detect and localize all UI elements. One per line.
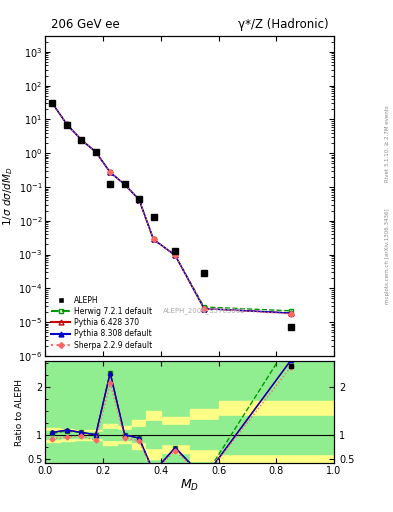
Y-axis label: $1/\sigma\ d\sigma/dM_D$: $1/\sigma\ d\sigma/dM_D$ — [2, 166, 15, 226]
Bar — [118, 430, 132, 439]
Bar — [45, 428, 60, 442]
Text: ALEPH_2004_S5765862: ALEPH_2004_S5765862 — [163, 308, 245, 314]
Bar — [74, 430, 88, 440]
Bar — [103, 429, 118, 440]
Bar — [88, 430, 103, 439]
Bar — [60, 429, 74, 441]
Bar — [88, 432, 103, 438]
Text: 206 GeV ee: 206 GeV ee — [51, 18, 120, 31]
Bar — [190, 409, 219, 461]
Text: γ*/Z (Hadronic): γ*/Z (Hadronic) — [238, 18, 328, 31]
Bar — [103, 424, 118, 445]
Bar — [146, 421, 161, 448]
Bar — [219, 416, 334, 454]
Bar — [161, 417, 190, 453]
Bar — [146, 411, 161, 459]
Bar — [132, 427, 146, 442]
Bar — [74, 432, 88, 438]
X-axis label: $M_D$: $M_D$ — [180, 478, 199, 493]
Bar — [60, 432, 74, 438]
Bar — [190, 420, 219, 449]
Bar — [118, 426, 132, 443]
Y-axis label: Ratio to ALEPH: Ratio to ALEPH — [15, 379, 24, 445]
Bar — [45, 431, 60, 439]
Bar — [132, 420, 146, 449]
Legend: ALEPH, Herwig 7.2.1 default, Pythia 6.428 370, Pythia 8.308 default, Sherpa 2.2.: ALEPH, Herwig 7.2.1 default, Pythia 6.42… — [48, 292, 156, 353]
Bar — [219, 401, 334, 463]
Text: Rivet 3.1.10, ≥ 2.7M events: Rivet 3.1.10, ≥ 2.7M events — [385, 105, 390, 182]
Text: mcplots.cern.ch [arXiv:1306.3436]: mcplots.cern.ch [arXiv:1306.3436] — [385, 208, 390, 304]
Bar — [161, 425, 190, 444]
